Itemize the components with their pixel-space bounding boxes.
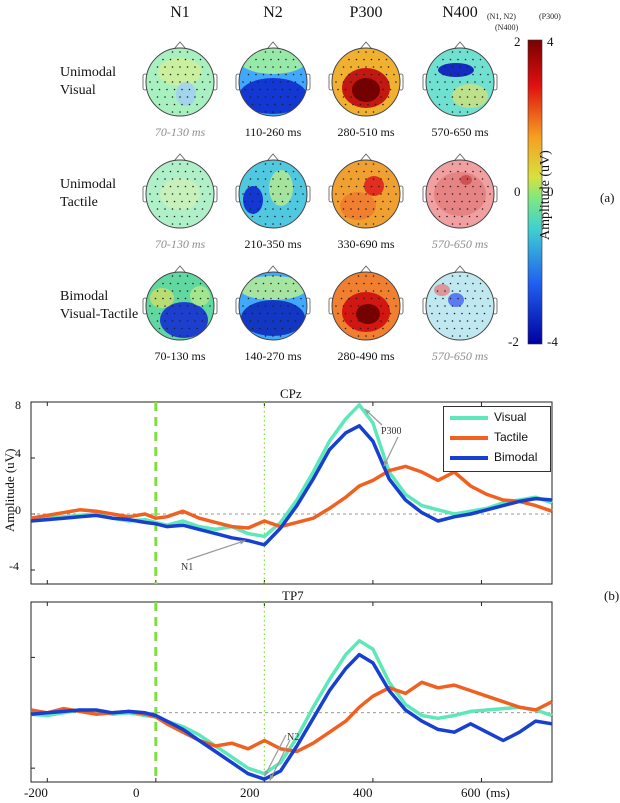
- chart-cpz: [30, 401, 553, 585]
- topomap-head: [328, 41, 404, 117]
- topomap-head: [328, 265, 404, 341]
- ytick-4: 4: [15, 446, 21, 460]
- xtick-neg200: -200: [24, 785, 48, 800]
- xtick-200: 200: [240, 785, 260, 800]
- column-title-n1: N1: [170, 4, 190, 21]
- colorbar-right-tick-neg4: -4: [547, 334, 558, 349]
- colorbar-right-tick-0: 0: [547, 184, 554, 199]
- legend-label-visual: Visual: [494, 410, 527, 424]
- panel-label-b: (b): [604, 588, 620, 603]
- legend-label-tactile: Tactile: [494, 430, 529, 444]
- legend-item-bimodal: Bimodal: [450, 449, 548, 467]
- topomap-head: [235, 41, 311, 117]
- series-line-bimodal: [30, 424, 553, 547]
- latency-window-label: 280-510 ms: [337, 125, 395, 139]
- row-label-unimodal-tactile: Unimodal Tactile: [60, 177, 116, 210]
- annotation-n1: N1: [181, 562, 194, 573]
- legend-item-tactile: Tactile: [450, 429, 548, 447]
- annotation-arrow: [269, 739, 291, 781]
- xtick-0: 0: [133, 785, 140, 800]
- topomap-head: [422, 41, 498, 117]
- legend-swatch-visual: [450, 416, 488, 420]
- annotation-arrow: [186, 540, 246, 561]
- topomap-head: [235, 153, 311, 229]
- annotation-n2: N2: [287, 732, 300, 743]
- latency-window-label: 70-130 ms: [154, 125, 206, 139]
- plot-frame: [30, 401, 553, 585]
- latency-window-label: 570-650 ms: [431, 349, 489, 363]
- y-axis-label-cpz: Amplitude (uV): [2, 448, 17, 532]
- x-axis-unit: (ms): [486, 785, 510, 800]
- row-label-bimodal: Bimodal Visual-Tactile: [60, 289, 139, 322]
- annotation-p300: P300: [381, 426, 402, 437]
- latency-window-label: 110-260 ms: [244, 125, 302, 139]
- latency-window-label: 70-130 ms: [154, 237, 206, 251]
- colorbar-left-tick-2: 2: [514, 34, 521, 49]
- colorbar-right-tick-4: 4: [547, 34, 554, 49]
- colorbar-left-tick-0: 0: [514, 184, 521, 199]
- latency-window-label: 140-270 ms: [244, 349, 302, 363]
- latency-window-label: 210-350 ms: [244, 237, 302, 251]
- ytick-8: 8: [15, 398, 21, 412]
- row-label-unimodal-visual: Unimodal Visual: [60, 65, 116, 98]
- ytick-neg4: -4: [9, 559, 19, 573]
- legend-swatch-tactile: [450, 436, 488, 440]
- latency-window-label: 570-650 ms: [431, 125, 489, 139]
- series-line-tactile: [30, 464, 553, 530]
- annotation-arrowhead: [239, 540, 246, 545]
- chart-legend: Visual Tactile Bimodal: [443, 406, 551, 472]
- annotation-arrowhead: [383, 460, 389, 467]
- latency-window-label: 330-690 ms: [337, 237, 395, 251]
- topomap-heads: [142, 39, 543, 345]
- column-title-n2: N2: [263, 4, 283, 21]
- panel-label-a: (a): [600, 190, 615, 205]
- chart-title-cpz: CPz: [280, 386, 302, 401]
- topomap-head: [142, 153, 218, 229]
- annotation-arrowhead: [264, 770, 269, 777]
- column-title-p300: P300: [349, 4, 383, 21]
- chart-title-tp7: TP7: [282, 588, 304, 603]
- legend-item-visual: Visual: [450, 409, 548, 427]
- colorbar: [527, 39, 543, 345]
- latency-window-label: 70-130 ms: [154, 349, 206, 363]
- topomap-head: [142, 41, 218, 117]
- latency-window-label: 570-650 ms: [431, 237, 489, 251]
- chart-tp7: [30, 601, 553, 783]
- legend-label-bimodal: Bimodal: [494, 450, 538, 464]
- colorbar-header-left-2: (N400): [495, 23, 519, 32]
- colorbar-left-tick-neg2: -2: [508, 334, 519, 349]
- topomap-head: [235, 265, 311, 341]
- annotation-arrow: [263, 734, 287, 777]
- xtick-400: 400: [353, 785, 373, 800]
- topomap-head: [422, 153, 498, 229]
- annotation-arrowhead: [364, 409, 371, 415]
- colorbar-header-left: (N1, N2): [487, 12, 516, 21]
- column-title-n400: N400: [442, 4, 478, 21]
- ytick-0: 0: [15, 503, 21, 517]
- annotation-arrowhead: [269, 774, 275, 781]
- topomap-head: [422, 265, 498, 341]
- colorbar-header-right: (P300): [539, 12, 561, 21]
- latency-window-label: 280-490 ms: [337, 349, 395, 363]
- topomap-head: [328, 153, 404, 229]
- legend-swatch-bimodal: [450, 456, 488, 460]
- xtick-600: 600: [461, 785, 481, 800]
- topomap-head: [142, 265, 218, 341]
- plot-frame: [30, 601, 553, 783]
- series-line-bimodal: [30, 652, 553, 781]
